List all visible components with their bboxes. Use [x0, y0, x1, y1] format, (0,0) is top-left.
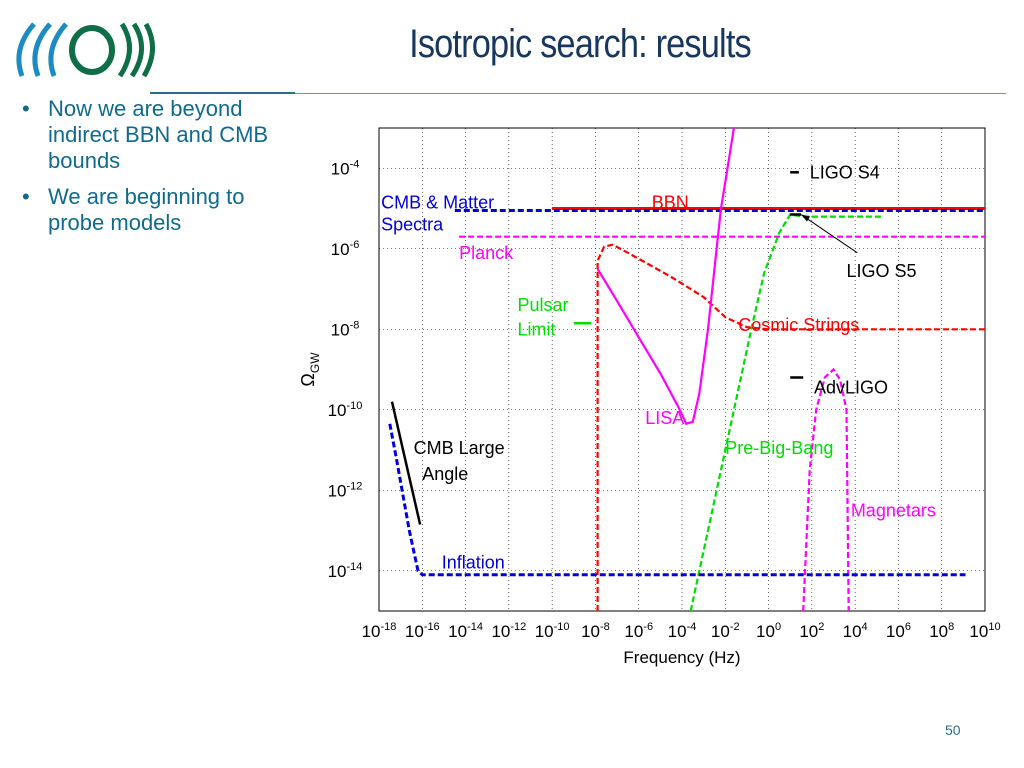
annotation-ligo-s4: LIGO S4: [810, 162, 880, 182]
y-tick-label: 10-12: [328, 480, 363, 500]
y-tick-label: 10-6: [331, 239, 360, 259]
x-tick-label: 10-8: [581, 621, 610, 641]
bullet-item: • We are beginning to probe models: [22, 184, 292, 236]
logo-icon: [16, 22, 155, 78]
annotation-magnetars: Magnetars: [851, 500, 936, 520]
x-tick-label: 102: [799, 621, 824, 641]
annotation-cmb-large: CMB Large: [414, 438, 505, 458]
annotation-planck: Planck: [459, 243, 514, 263]
bullet-text: Now we are beyond indirect BBN and CMB b…: [48, 96, 269, 173]
annotation-cosmic-strings: Cosmic Strings: [738, 315, 859, 335]
x-tick-label: 10-4: [668, 621, 697, 641]
y-tick-label: 10-8: [331, 319, 360, 339]
annotation-inflation: Inflation: [442, 553, 505, 573]
annotation-limit: Limit: [518, 319, 556, 339]
annotation-lisa: LISA: [645, 408, 684, 428]
bullet-dot-icon: •: [22, 184, 30, 209]
omega-gw-chart: 10-18 10-16 10-14 10-12 10-10 10-8 10-6 10-4 10-…: [298, 127, 1001, 667]
annotation-angle: Angle: [422, 464, 468, 484]
bullet-list: • Now we are beyond indirect BBN and CMB …: [22, 96, 292, 246]
x-tick-label: 1010: [969, 621, 1000, 641]
annotation-ligo-s5: LIGO S5: [846, 261, 916, 281]
series-cmb-large-angle-bound: [390, 401, 422, 525]
bullet-text: We are beginning to probe models: [48, 184, 245, 235]
series-cosmic-strings: [596, 243, 985, 611]
x-tick-label: 104: [843, 621, 868, 641]
bullet-dot-icon: •: [22, 96, 30, 121]
annotation-spectra: Spectra: [381, 215, 444, 235]
x-tick-label: 10-2: [711, 621, 740, 641]
annotation-cmb-matter: CMB & Matter: [381, 192, 494, 212]
series-lisa: [596, 128, 735, 426]
ligo-s5-arrowhead-icon: [801, 214, 811, 222]
x-tick-label: 10-10: [535, 621, 570, 641]
y-axis-label: ΩGW: [298, 352, 322, 387]
x-tick-label: 108: [929, 621, 954, 641]
y-tick-label: 10-10: [328, 400, 363, 420]
x-tick-label: 10-18: [362, 621, 397, 641]
y-tick-label: 10-14: [328, 561, 363, 581]
x-tick-label: 100: [756, 621, 781, 641]
page-number: 50: [945, 722, 961, 738]
annotation-bbn: BBN: [652, 192, 689, 212]
series-cmb-large-angle: [388, 423, 966, 577]
annotation-advligo: AdvLIGO: [814, 378, 888, 398]
series-advligo: [802, 367, 850, 611]
x-axis-label: Frequency (Hz): [623, 648, 740, 667]
x-tick-label: 106: [886, 621, 911, 641]
ligo-s5-arrow-line: [800, 214, 858, 254]
annotation-pulsar: Pulsar: [518, 295, 569, 315]
x-tick-label: 10-14: [448, 621, 483, 641]
title-underline: [295, 93, 1006, 94]
slide-title: Isotropic search: results: [409, 22, 752, 66]
x-tick-label: 10-6: [624, 621, 653, 641]
x-tick-label: 10-16: [405, 621, 440, 641]
series-pre-big-bang: [689, 213, 884, 611]
annotation-pre-big-bang: Pre-Big-Bang: [725, 438, 833, 458]
bullet-item: • Now we are beyond indirect BBN and CMB …: [22, 96, 292, 174]
title-underline-accent: [150, 92, 295, 94]
x-tick-label: 10-12: [491, 621, 526, 641]
y-tick-label: 10-4: [331, 158, 360, 178]
